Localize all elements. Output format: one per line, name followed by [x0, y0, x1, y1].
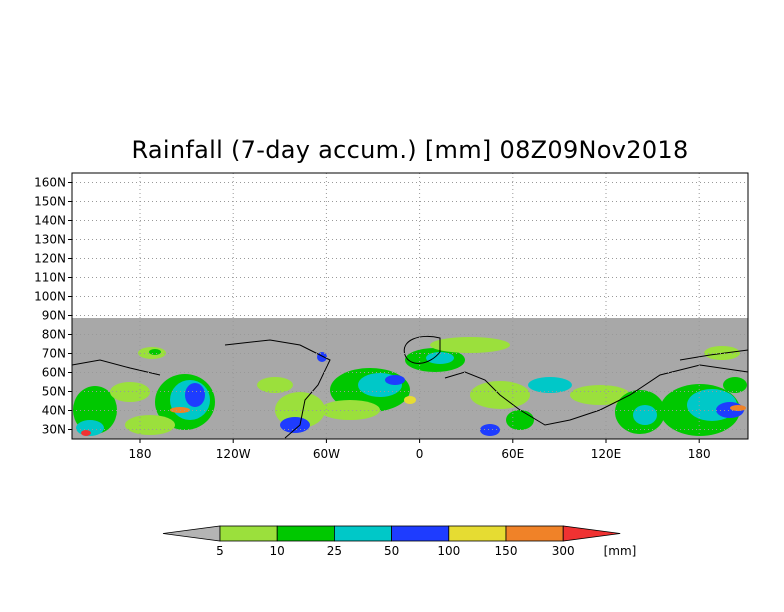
legend-threshold-label: 10: [270, 544, 285, 558]
greenland-outline: [403, 335, 441, 364]
lat-label: 160N: [34, 176, 66, 190]
legend-threshold-label: 50: [384, 544, 399, 558]
lon-label: 120E: [591, 447, 622, 461]
lat-label: 60N: [42, 366, 66, 380]
rain-patch: [570, 385, 630, 405]
legend-swatch: [219, 525, 278, 542]
gridlines: [72, 173, 748, 439]
lat-label: 100N: [34, 290, 66, 304]
lon-label: 60E: [501, 447, 524, 461]
lon-label: 180: [129, 447, 152, 461]
rain-patch: [506, 410, 534, 430]
lat-label: 120N: [34, 252, 66, 266]
rain-patch: [280, 417, 310, 433]
arctic-outline: [679, 349, 749, 361]
rain-patch: [125, 415, 175, 435]
lat-label: 130N: [34, 233, 66, 247]
rain-patch: [320, 400, 380, 420]
colorbar-legend: 5 10 25 50 100 150 300 [mm]: [162, 525, 637, 558]
rain-patch: [730, 405, 746, 411]
rain-patch: [430, 337, 510, 353]
lon-label: 0: [416, 447, 424, 461]
rain-patch: [257, 377, 293, 393]
rain-patch: [404, 396, 416, 404]
rain-patch: [426, 352, 454, 364]
legend-unit: [mm]: [604, 544, 637, 558]
legend-swatch: [505, 525, 564, 542]
plot-frame: [71, 172, 749, 440]
lat-label: 50N: [42, 385, 66, 399]
siberia-outline: [71, 359, 161, 376]
lat-label: 80N: [42, 328, 66, 342]
lat-label: 110N: [34, 271, 66, 285]
longitude-axis: 180 120W 60W 0 60E 120E 180: [129, 439, 711, 461]
rain-patch: [149, 349, 161, 355]
rain-patch: [723, 377, 747, 393]
legend-swatch: [276, 525, 335, 542]
rain-patch: [385, 375, 405, 385]
lat-label: 90N: [42, 309, 66, 323]
rain-patch: [633, 405, 657, 425]
legend-threshold-label: 5: [216, 544, 224, 558]
legend-threshold-label: 100: [437, 544, 460, 558]
eurasia-outline: [444, 364, 749, 426]
rain-patch: [81, 430, 91, 436]
map-title: Rainfall (7-day accum.) [mm] 08Z09Nov201…: [131, 136, 689, 164]
rain-patch: [185, 383, 205, 407]
lat-label: 150N: [34, 195, 66, 209]
latitude-axis: 160N 150N 140N 130N 120N 110N 100N 90N 80N 70N 60N…: [34, 176, 72, 437]
lon-label: 60W: [313, 447, 340, 461]
legend-swatch: [333, 525, 392, 542]
legend-swatch: [391, 525, 450, 542]
lon-label: 120W: [216, 447, 251, 461]
legend-swatch: [562, 525, 621, 542]
coastlines: [71, 335, 749, 439]
lat-label: 140N: [34, 214, 66, 228]
legend-threshold-label: 300: [552, 544, 575, 558]
legend-threshold-label: 150: [495, 544, 518, 558]
legend-swatch: [448, 525, 507, 542]
lat-label: 30N: [42, 423, 66, 437]
rain-patch: [480, 424, 500, 436]
legend-threshold-label: 25: [327, 544, 342, 558]
rain-patch: [317, 352, 327, 362]
lat-label: 40N: [42, 404, 66, 418]
lon-label: 180: [688, 447, 711, 461]
legend-swatch: [162, 525, 221, 542]
rain-patch: [528, 377, 572, 393]
lat-label: 70N: [42, 347, 66, 361]
